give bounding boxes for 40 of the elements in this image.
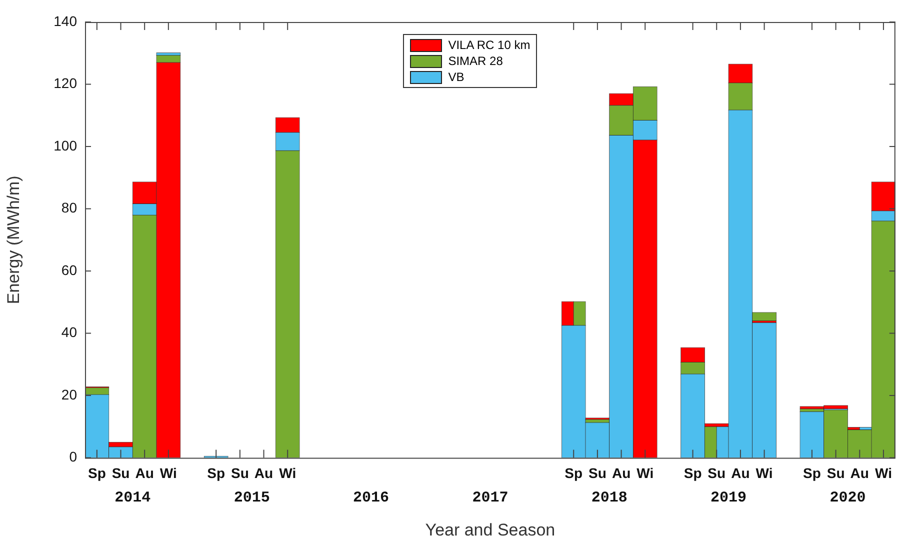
text: 2017	[472, 490, 508, 507]
x-tick-label: Wi	[756, 465, 773, 482]
x-tick-label: Wi	[636, 465, 654, 482]
text: 2019	[710, 490, 747, 507]
legend-label: VILA RC 10 km	[448, 37, 530, 53]
x-tick-label: Au	[612, 465, 631, 482]
x-tick-label: Wi	[279, 465, 296, 482]
text: 2014	[114, 490, 151, 507]
x-tick-label: Su	[112, 465, 130, 482]
y-tick-label: 140	[54, 12, 78, 29]
y-tick-label: 60	[61, 262, 78, 278]
x-tick-label: Su	[708, 465, 726, 482]
text: 2016	[353, 490, 390, 507]
x-tick-label: Wi	[160, 465, 177, 482]
y-tick-label: 40	[61, 324, 78, 340]
x-tick-label: Su	[588, 465, 606, 482]
x-tick-label: Au	[850, 465, 869, 482]
legend-label: SIMAR 28	[448, 53, 503, 69]
y-axis-title: Energy (MWh/m)	[4, 176, 23, 304]
x-tick-label: Sp	[88, 465, 106, 482]
x-tick-label: Sp	[803, 465, 821, 482]
y-tick-label: 0	[69, 448, 78, 465]
x-tick-label: Au	[254, 465, 274, 482]
x-axis-title: Year and Season	[425, 520, 556, 540]
x-tick-label: Su	[826, 465, 845, 482]
y-tick-label: 120	[54, 75, 78, 92]
x-tick-label: Sp	[564, 465, 583, 482]
x-tick-label: Wi	[874, 465, 892, 482]
legend-label: VB	[448, 69, 464, 85]
x-tick-label: Au	[135, 465, 154, 482]
x-tick-label: Sp	[684, 465, 702, 482]
y-tick-label: 100	[54, 137, 78, 154]
text: 2015	[234, 490, 270, 507]
x-tick-label: Au	[731, 465, 750, 482]
x-tick-label: Su	[230, 465, 249, 482]
x-tick-label: Sp	[207, 465, 226, 482]
y-tick-label: 80	[61, 200, 78, 216]
y-tick-label: 20	[61, 386, 78, 402]
text: 2018	[591, 490, 628, 507]
text: 2020	[830, 490, 866, 507]
